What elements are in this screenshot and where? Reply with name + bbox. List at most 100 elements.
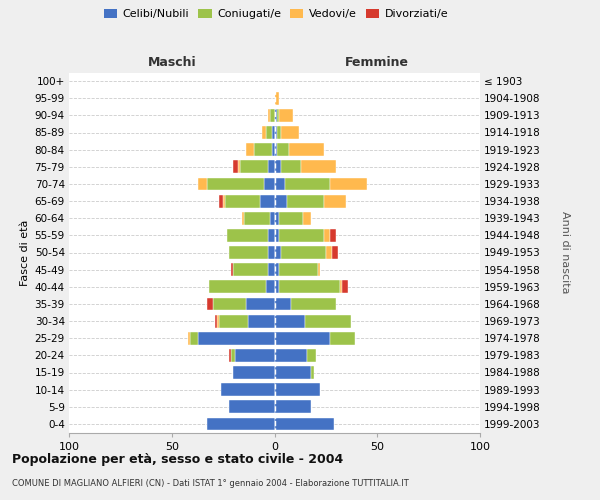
Bar bbox=[233, 263, 268, 276]
Bar bbox=[311, 366, 314, 379]
Bar bbox=[275, 314, 305, 328]
Bar bbox=[275, 263, 278, 276]
Bar bbox=[332, 246, 338, 259]
Bar bbox=[219, 314, 248, 328]
Bar bbox=[225, 194, 260, 207]
Bar bbox=[266, 280, 275, 293]
Text: Femmine: Femmine bbox=[345, 56, 409, 69]
Bar bbox=[275, 298, 291, 310]
Bar bbox=[278, 263, 317, 276]
Bar bbox=[275, 229, 278, 242]
Bar bbox=[340, 280, 343, 293]
Bar bbox=[305, 314, 350, 328]
Bar bbox=[281, 160, 301, 173]
Bar bbox=[217, 314, 219, 328]
Bar bbox=[307, 349, 316, 362]
Bar bbox=[275, 126, 277, 139]
Bar bbox=[223, 194, 225, 207]
Bar bbox=[268, 246, 275, 259]
Bar bbox=[262, 126, 266, 139]
Bar bbox=[287, 194, 324, 207]
Bar bbox=[275, 400, 311, 413]
Bar bbox=[244, 212, 271, 224]
Bar bbox=[277, 109, 278, 122]
Bar bbox=[275, 280, 278, 293]
Bar bbox=[343, 280, 349, 293]
Bar bbox=[301, 160, 336, 173]
Legend: Celibi/Nubili, Coniugati/e, Vedovi/e, Divorziati/e: Celibi/Nubili, Coniugati/e, Vedovi/e, Di… bbox=[100, 4, 452, 24]
Bar bbox=[275, 178, 285, 190]
Bar bbox=[277, 143, 289, 156]
Text: Popolazione per età, sesso e stato civile - 2004: Popolazione per età, sesso e stato civil… bbox=[12, 452, 343, 466]
Bar bbox=[281, 126, 299, 139]
Bar bbox=[199, 332, 275, 344]
Bar bbox=[289, 143, 324, 156]
Bar bbox=[303, 212, 311, 224]
Bar bbox=[219, 194, 223, 207]
Bar bbox=[275, 332, 330, 344]
Bar bbox=[291, 298, 336, 310]
Bar bbox=[275, 109, 277, 122]
Bar bbox=[324, 229, 330, 242]
Bar bbox=[254, 143, 272, 156]
Bar bbox=[275, 160, 281, 173]
Bar bbox=[275, 246, 281, 259]
Bar bbox=[206, 178, 264, 190]
Bar bbox=[232, 263, 233, 276]
Bar bbox=[330, 332, 355, 344]
Bar bbox=[266, 126, 272, 139]
Bar bbox=[268, 160, 275, 173]
Bar bbox=[229, 400, 275, 413]
Bar bbox=[239, 160, 268, 173]
Bar bbox=[206, 418, 275, 430]
Bar bbox=[275, 383, 320, 396]
Bar bbox=[275, 366, 311, 379]
Bar bbox=[317, 263, 320, 276]
Bar bbox=[278, 109, 293, 122]
Bar bbox=[190, 332, 199, 344]
Bar bbox=[330, 178, 367, 190]
Bar bbox=[278, 280, 340, 293]
Bar bbox=[275, 143, 277, 156]
Bar bbox=[278, 212, 303, 224]
Bar bbox=[275, 418, 334, 430]
Bar bbox=[285, 178, 330, 190]
Bar bbox=[324, 194, 346, 207]
Bar bbox=[246, 143, 254, 156]
Bar bbox=[268, 109, 271, 122]
Bar bbox=[277, 126, 281, 139]
Y-axis label: Fasce di età: Fasce di età bbox=[20, 220, 31, 286]
Bar bbox=[232, 349, 235, 362]
Text: COMUNE DI MAGLIANO ALFIERI (CN) - Dati ISTAT 1° gennaio 2004 - Elaborazione TUTT: COMUNE DI MAGLIANO ALFIERI (CN) - Dati I… bbox=[12, 479, 409, 488]
Bar bbox=[229, 246, 268, 259]
Bar bbox=[326, 246, 332, 259]
Bar bbox=[215, 314, 217, 328]
Bar bbox=[260, 194, 275, 207]
Bar bbox=[246, 298, 275, 310]
Bar bbox=[213, 298, 246, 310]
Bar bbox=[209, 280, 266, 293]
Bar bbox=[330, 229, 336, 242]
Bar bbox=[275, 212, 278, 224]
Bar bbox=[268, 263, 275, 276]
Bar bbox=[188, 332, 190, 344]
Bar bbox=[235, 349, 275, 362]
Bar bbox=[242, 212, 244, 224]
Bar bbox=[248, 314, 275, 328]
Bar bbox=[206, 298, 213, 310]
Bar bbox=[275, 349, 307, 362]
Bar bbox=[238, 160, 239, 173]
Bar bbox=[275, 92, 278, 104]
Bar bbox=[268, 229, 275, 242]
Y-axis label: Anni di nascita: Anni di nascita bbox=[560, 211, 571, 294]
Bar bbox=[199, 178, 206, 190]
Bar bbox=[227, 229, 268, 242]
Bar bbox=[233, 366, 275, 379]
Bar bbox=[271, 109, 275, 122]
Bar bbox=[229, 349, 232, 362]
Bar bbox=[271, 212, 275, 224]
Bar bbox=[281, 246, 326, 259]
Text: Maschi: Maschi bbox=[148, 56, 196, 69]
Bar bbox=[264, 178, 275, 190]
Bar bbox=[233, 160, 238, 173]
